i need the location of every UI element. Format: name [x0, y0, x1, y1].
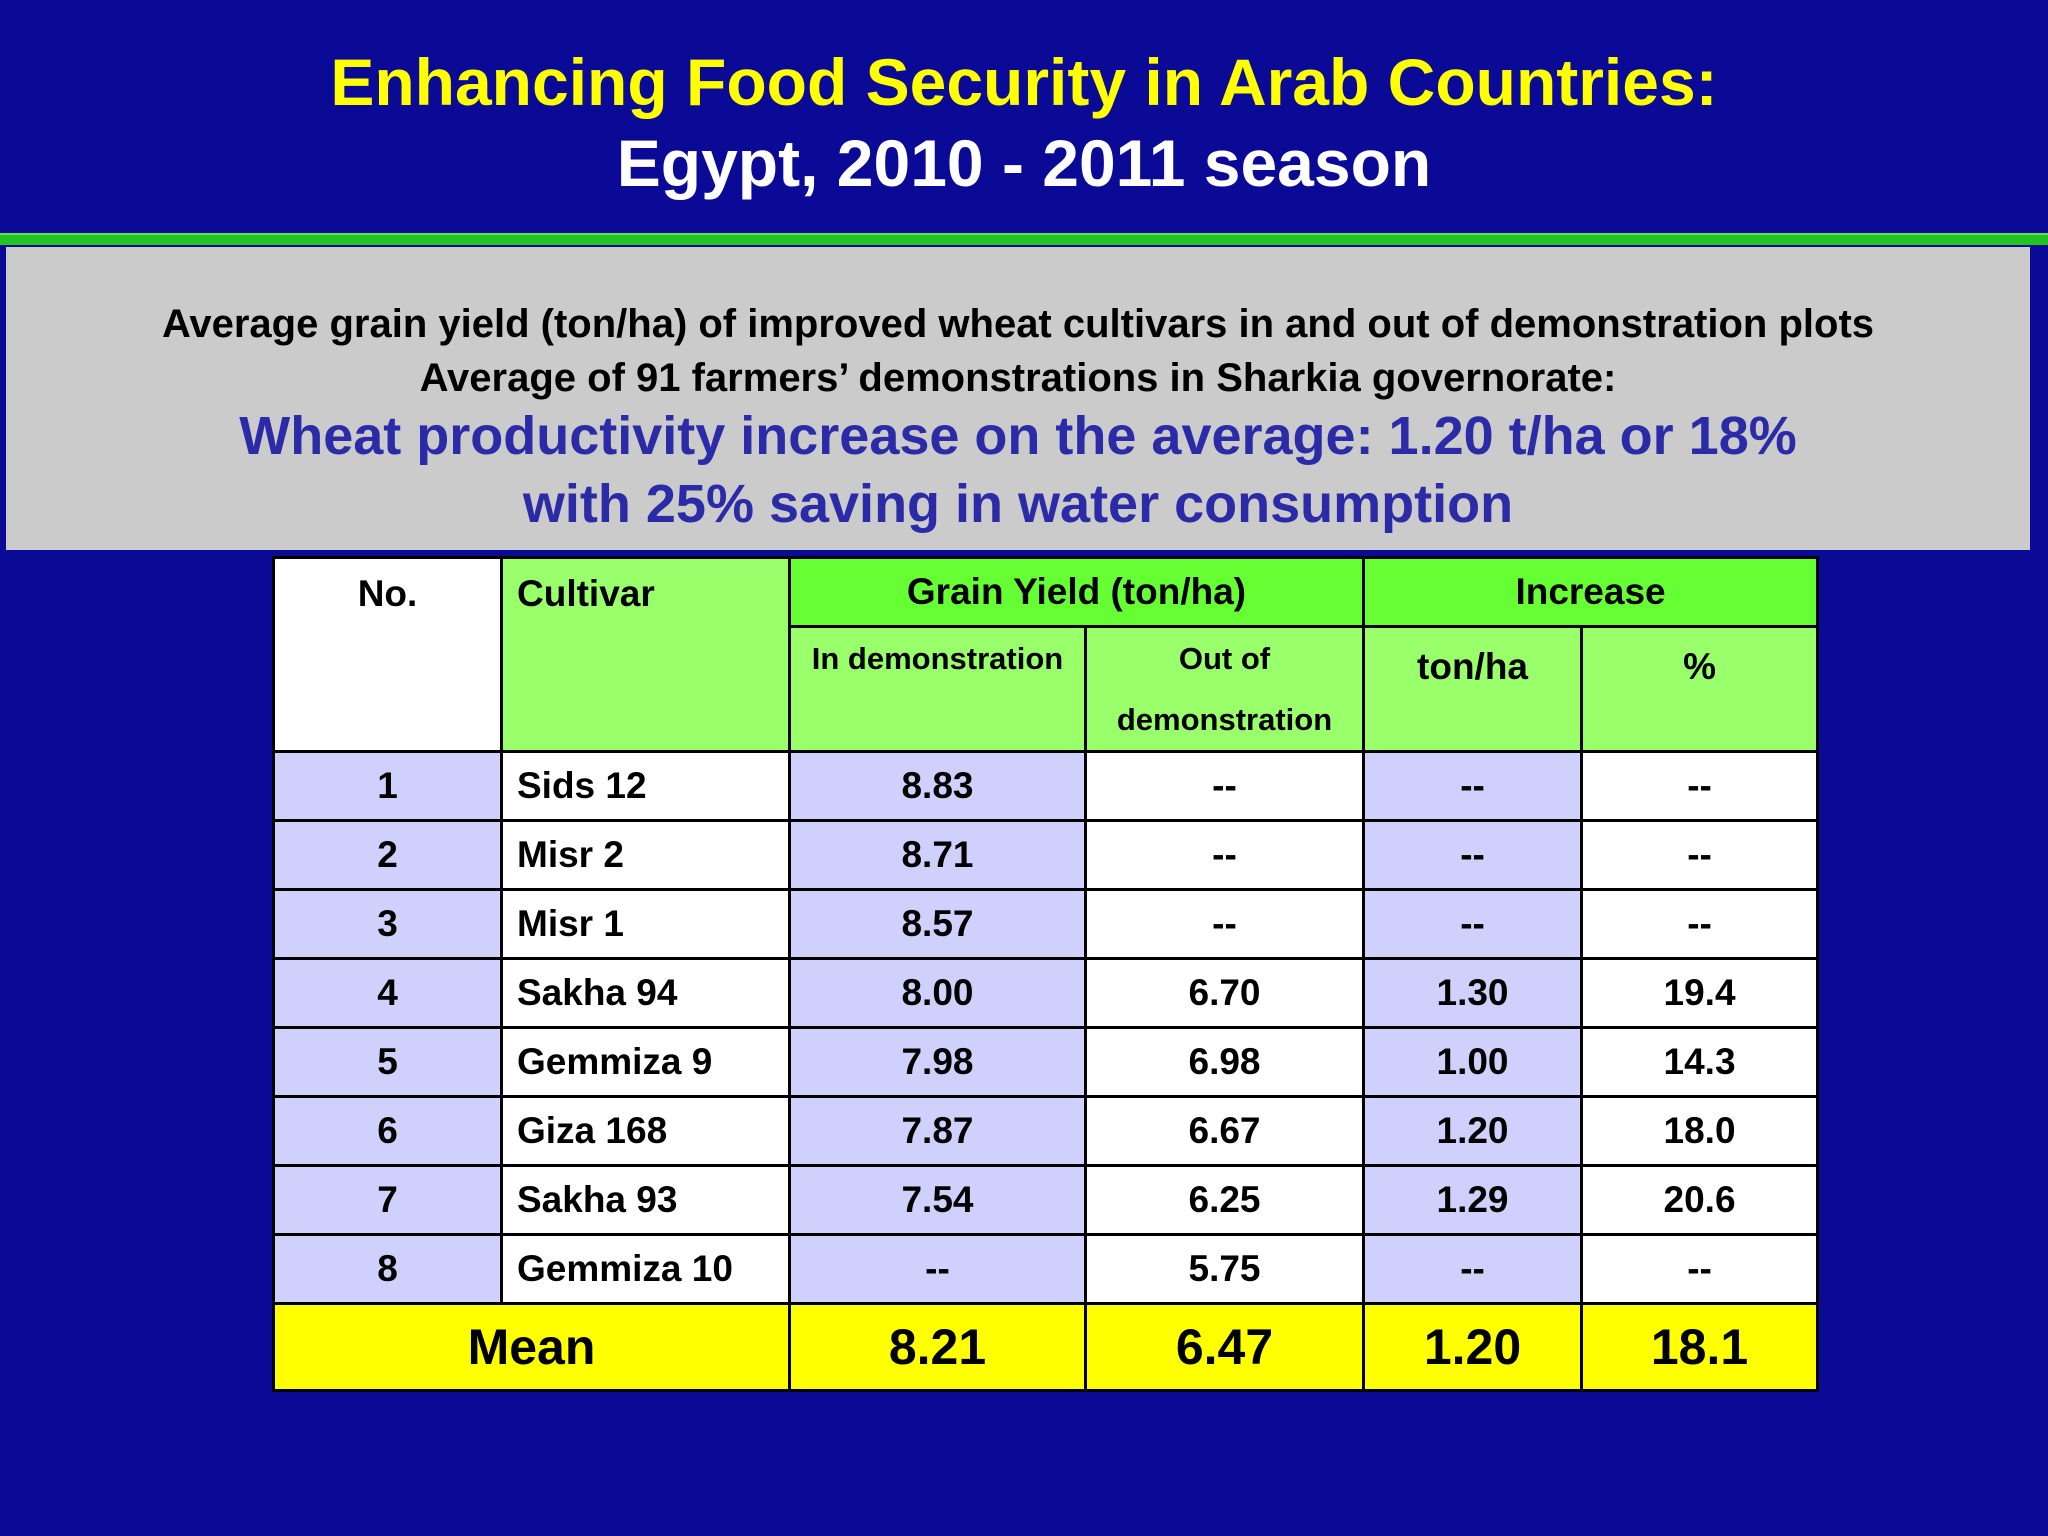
table-row: 5 Gemmiza 9 7.98 6.98 1.00 14.3: [272, 1026, 1820, 1098]
header-in-demonstration: In demonstration: [788, 625, 1087, 753]
header-percent: %: [1580, 625, 1820, 753]
slide-subtitle: Egypt, 2010 - 2011 season: [616, 126, 1432, 200]
cell-increase-ton-ha: --: [1362, 750, 1584, 822]
cell-increase-ton-ha: 1.20: [1362, 1095, 1584, 1167]
cell-out-of-demonstration: 6.98: [1083, 1026, 1366, 1098]
cell-cultivar: Sakha 93: [500, 1164, 791, 1236]
cell-out-of-demonstration: 6.70: [1083, 957, 1366, 1029]
slide-header: Enhancing Food Security in Arab Countrie…: [0, 0, 2048, 236]
cell-increase-ton-ha: 1.30: [1362, 957, 1584, 1029]
cell-increase-ton-ha: 1.00: [1362, 1026, 1584, 1098]
header-divider: [0, 233, 2048, 245]
cell-in-demonstration: 8.71: [788, 819, 1087, 891]
header-ton-ha: ton/ha: [1362, 625, 1584, 753]
cell-in-demonstration: 7.87: [788, 1095, 1087, 1167]
cell-cultivar: Gemmiza 9: [500, 1026, 791, 1098]
cell-increase-ton-ha: --: [1362, 1233, 1584, 1305]
summary-line-2: Average of 91 farmers’ demonstrations in…: [419, 356, 1617, 400]
cell-out-of-demonstration: 6.67: [1083, 1095, 1366, 1167]
cell-increase-percent: --: [1580, 819, 1820, 891]
cell-increase-ton-ha: 1.29: [1362, 1164, 1584, 1236]
table-row: 2 Misr 2 8.71 -- -- --: [272, 819, 1820, 891]
highlight-line-1: Wheat productivity increase on the avera…: [239, 406, 1797, 466]
cell-increase-ton-ha: --: [1362, 819, 1584, 891]
mean-label: Mean: [272, 1302, 791, 1392]
cell-no: 4: [272, 957, 503, 1029]
table-row: 6 Giza 168 7.87 6.67 1.20 18.0: [272, 1095, 1820, 1167]
cell-cultivar: Giza 168: [500, 1095, 791, 1167]
cell-no: 5: [272, 1026, 503, 1098]
mean-in-demonstration: 8.21: [788, 1302, 1087, 1392]
header-no: No.: [272, 556, 503, 753]
summary-line-1: Average grain yield (ton/ha) of improved…: [161, 302, 1875, 346]
highlight-line-2: with 25% saving in water consumption: [522, 474, 1514, 534]
cell-out-of-demonstration: --: [1083, 888, 1366, 960]
mean-increase-ton-ha: 1.20: [1362, 1302, 1584, 1392]
cell-no: 1: [272, 750, 503, 822]
mean-increase-percent: 18.1: [1580, 1302, 1820, 1392]
cell-out-of-demonstration: 5.75: [1083, 1233, 1366, 1305]
cell-no: 2: [272, 819, 503, 891]
table-row: 3 Misr 1 8.57 -- -- --: [272, 888, 1820, 960]
cell-no: 6: [272, 1095, 503, 1167]
header-out-of-demonstration: Out of demonstration: [1083, 625, 1366, 753]
table-header-row: No. Cultivar Grain Yield (ton/ha) Increa…: [272, 556, 1820, 753]
header-cultivar: Cultivar: [500, 556, 791, 753]
slide-title: Enhancing Food Security in Arab Countrie…: [330, 45, 1718, 119]
cell-out-of-demonstration: 6.25: [1083, 1164, 1366, 1236]
cell-increase-percent: 14.3: [1580, 1026, 1820, 1098]
cell-increase-percent: 20.6: [1580, 1164, 1820, 1236]
cell-cultivar: Misr 2: [500, 819, 791, 891]
cell-increase-percent: --: [1580, 1233, 1820, 1305]
cell-cultivar: Sakha 94: [500, 957, 791, 1029]
cell-cultivar: Misr 1: [500, 888, 791, 960]
cell-in-demonstration: 7.54: [788, 1164, 1087, 1236]
header-grain-yield: Grain Yield (ton/ha): [787, 556, 1366, 628]
cell-cultivar: Sids 12: [500, 750, 791, 822]
cell-increase-percent: --: [1580, 888, 1820, 960]
cell-in-demonstration: 7.98: [788, 1026, 1087, 1098]
summary-box: Average grain yield (ton/ha) of improved…: [6, 247, 2030, 550]
cell-no: 7: [272, 1164, 503, 1236]
cell-increase-percent: 18.0: [1580, 1095, 1820, 1167]
cell-in-demonstration: 8.57: [788, 888, 1087, 960]
cell-cultivar: Gemmiza 10: [500, 1233, 791, 1305]
mean-out-of-demonstration: 6.47: [1083, 1302, 1366, 1392]
header-increase: Increase: [1362, 556, 1820, 628]
mean-row: Mean 8.21 6.47 1.20 18.1: [272, 1302, 1820, 1392]
cell-out-of-demonstration: --: [1083, 819, 1366, 891]
cell-in-demonstration: 8.00: [788, 957, 1087, 1029]
cell-out-of-demonstration: --: [1083, 750, 1366, 822]
yield-table: No. Cultivar Grain Yield (ton/ha) Increa…: [272, 556, 1820, 1392]
table-row: 4 Sakha 94 8.00 6.70 1.30 19.4: [272, 957, 1820, 1029]
table-subheader-row: In demonstration Out of demonstration to…: [274, 625, 1820, 753]
cell-increase-percent: --: [1580, 750, 1820, 822]
cell-no: 8: [272, 1233, 503, 1305]
cell-increase-percent: 19.4: [1580, 957, 1820, 1029]
cell-increase-ton-ha: --: [1362, 888, 1584, 960]
cell-in-demonstration: --: [788, 1233, 1087, 1305]
cell-in-demonstration: 8.83: [788, 750, 1087, 822]
table-row: 1 Sids 12 8.83 -- -- --: [272, 750, 1820, 822]
table-row: 7 Sakha 93 7.54 6.25 1.29 20.6: [272, 1164, 1820, 1236]
cell-no: 3: [272, 888, 503, 960]
table-row: 8 Gemmiza 10 -- 5.75 -- --: [272, 1233, 1820, 1305]
